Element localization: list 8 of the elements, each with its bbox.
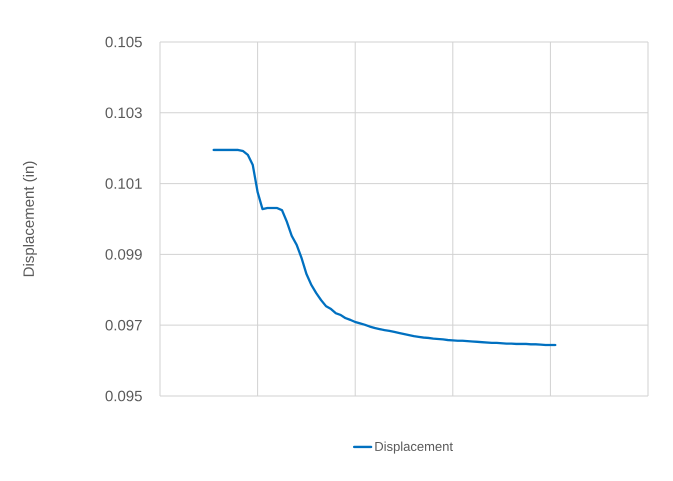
y-tick-label: 0.101 — [106, 178, 142, 189]
y-tick-label: 0.097 — [106, 320, 142, 330]
y-tick-label: 0.099 — [106, 249, 142, 260]
y-tick-label: 0.105 — [106, 36, 142, 48]
legend-label: Displacement — [375, 442, 453, 454]
y-tick-label: 0.103 — [106, 107, 142, 118]
y-axis-title: Displacement (in) — [22, 162, 37, 276]
y-tick-label: 0.095 — [106, 390, 142, 402]
